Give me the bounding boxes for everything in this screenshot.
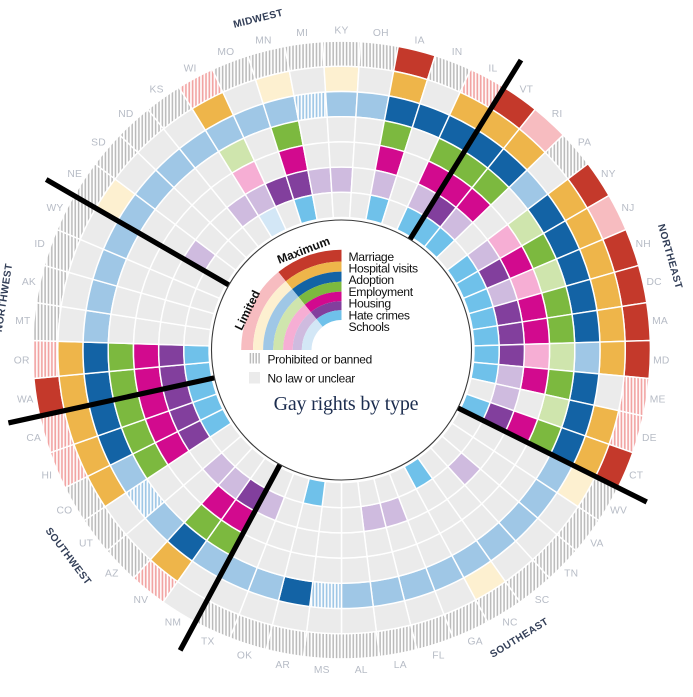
svg-text:SC: SC <box>535 595 550 606</box>
svg-text:MA: MA <box>652 316 668 327</box>
svg-text:DE: DE <box>642 433 657 444</box>
svg-text:AZ: AZ <box>105 568 119 579</box>
svg-text:Hospital visits: Hospital visits <box>349 262 419 276</box>
svg-text:MO: MO <box>217 47 234 58</box>
svg-text:TN: TN <box>564 568 578 579</box>
svg-text:NH: NH <box>636 239 651 250</box>
svg-text:ND: ND <box>118 109 133 120</box>
svg-text:IA: IA <box>415 35 425 46</box>
svg-text:Housing: Housing <box>349 297 391 311</box>
svg-text:AK: AK <box>22 277 36 288</box>
svg-text:GA: GA <box>468 636 483 647</box>
svg-text:UT: UT <box>79 538 94 549</box>
svg-text:PA: PA <box>578 137 591 148</box>
svg-text:WV: WV <box>610 506 627 517</box>
svg-text:WA: WA <box>17 395 34 406</box>
svg-text:NV: NV <box>134 595 149 606</box>
svg-text:AR: AR <box>275 660 290 671</box>
svg-text:Adoption: Adoption <box>349 273 394 287</box>
svg-text:Schools: Schools <box>349 320 390 334</box>
svg-text:NM: NM <box>165 618 181 629</box>
svg-text:IN: IN <box>452 47 463 58</box>
svg-text:IL: IL <box>488 64 497 75</box>
svg-text:Prohibited or banned: Prohibited or banned <box>268 353 372 367</box>
svg-text:OR: OR <box>14 356 30 367</box>
svg-text:MN: MN <box>255 35 271 46</box>
svg-text:ME: ME <box>650 395 666 406</box>
svg-text:CT: CT <box>629 470 644 481</box>
svg-text:LA: LA <box>394 660 407 671</box>
svg-text:Hate crimes: Hate crimes <box>349 308 410 322</box>
svg-text:CA: CA <box>26 433 41 444</box>
svg-text:HI: HI <box>41 470 52 481</box>
svg-text:Gay rights by type: Gay rights by type <box>274 393 419 415</box>
svg-text:SD: SD <box>91 137 106 148</box>
svg-text:WY: WY <box>47 203 64 214</box>
svg-text:KY: KY <box>334 26 348 37</box>
svg-text:Marriage: Marriage <box>349 250 395 264</box>
svg-text:CO: CO <box>56 506 72 517</box>
svg-text:ID: ID <box>34 239 45 250</box>
svg-text:MI: MI <box>296 28 308 39</box>
svg-text:DC: DC <box>646 277 662 288</box>
svg-text:VT: VT <box>520 84 534 95</box>
svg-text:NC: NC <box>502 618 518 629</box>
svg-text:No law or unclear: No law or unclear <box>268 372 356 386</box>
svg-text:Employment: Employment <box>349 285 414 299</box>
svg-text:OH: OH <box>373 28 389 39</box>
svg-text:NJ: NJ <box>622 203 635 214</box>
svg-text:RI: RI <box>552 109 563 120</box>
svg-text:MT: MT <box>15 316 31 327</box>
svg-text:VA: VA <box>590 538 603 549</box>
svg-text:MD: MD <box>653 356 669 367</box>
svg-text:NE: NE <box>67 169 82 180</box>
svg-text:TX: TX <box>201 636 215 647</box>
svg-text:WI: WI <box>184 64 197 75</box>
svg-text:OK: OK <box>237 651 252 662</box>
svg-text:KS: KS <box>150 84 164 95</box>
svg-text:MS: MS <box>314 665 330 676</box>
svg-text:NY: NY <box>601 169 616 180</box>
svg-text:AL: AL <box>355 665 368 676</box>
svg-text:FL: FL <box>432 651 444 662</box>
